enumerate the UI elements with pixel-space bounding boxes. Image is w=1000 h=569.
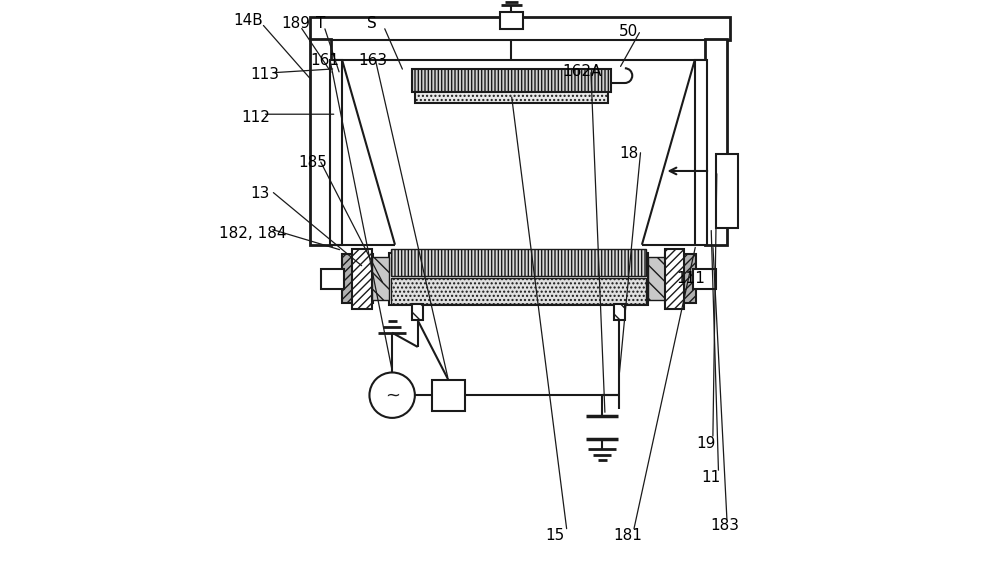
Text: 13: 13 [250, 186, 270, 201]
Text: 112: 112 [242, 110, 271, 125]
Bar [321, 269, 344, 289]
Text: 15: 15 [545, 528, 565, 543]
Bar [648, 257, 665, 300]
Text: T: T [316, 16, 325, 31]
Text: 185: 185 [298, 155, 327, 170]
Bar [412, 304, 423, 320]
Text: 161: 161 [310, 53, 339, 68]
Text: 11: 11 [702, 470, 721, 485]
Bar [391, 278, 646, 304]
Bar [665, 249, 684, 309]
Bar [389, 253, 648, 305]
Polygon shape [342, 60, 395, 245]
Bar [412, 69, 611, 92]
Bar [415, 92, 608, 103]
Bar [372, 257, 389, 300]
Bar [695, 60, 707, 245]
Text: 162A: 162A [562, 64, 602, 79]
Bar [330, 40, 707, 60]
Bar [432, 380, 465, 410]
Polygon shape [642, 60, 695, 245]
Bar [391, 249, 646, 276]
Bar [310, 17, 730, 40]
Text: 18: 18 [619, 146, 638, 162]
Text: 182, 184: 182, 184 [219, 226, 287, 241]
Text: 50: 50 [619, 24, 638, 39]
Bar [500, 12, 523, 29]
Bar [716, 154, 738, 228]
Bar [310, 39, 331, 245]
Text: ~: ~ [385, 386, 400, 404]
Bar [352, 249, 372, 309]
Text: 19: 19 [696, 436, 715, 451]
Text: 181: 181 [614, 528, 642, 543]
Bar [693, 269, 716, 289]
Bar [705, 39, 727, 245]
Bar [614, 304, 625, 320]
Text: 111: 111 [676, 271, 705, 286]
Text: 183: 183 [710, 518, 739, 533]
Bar [665, 254, 696, 303]
Text: 14B: 14B [233, 13, 263, 28]
Text: S: S [367, 16, 376, 31]
Bar [330, 60, 342, 245]
Text: 163: 163 [358, 53, 387, 68]
Text: 113: 113 [250, 67, 279, 82]
Text: 189: 189 [281, 16, 310, 31]
Bar [342, 254, 373, 303]
